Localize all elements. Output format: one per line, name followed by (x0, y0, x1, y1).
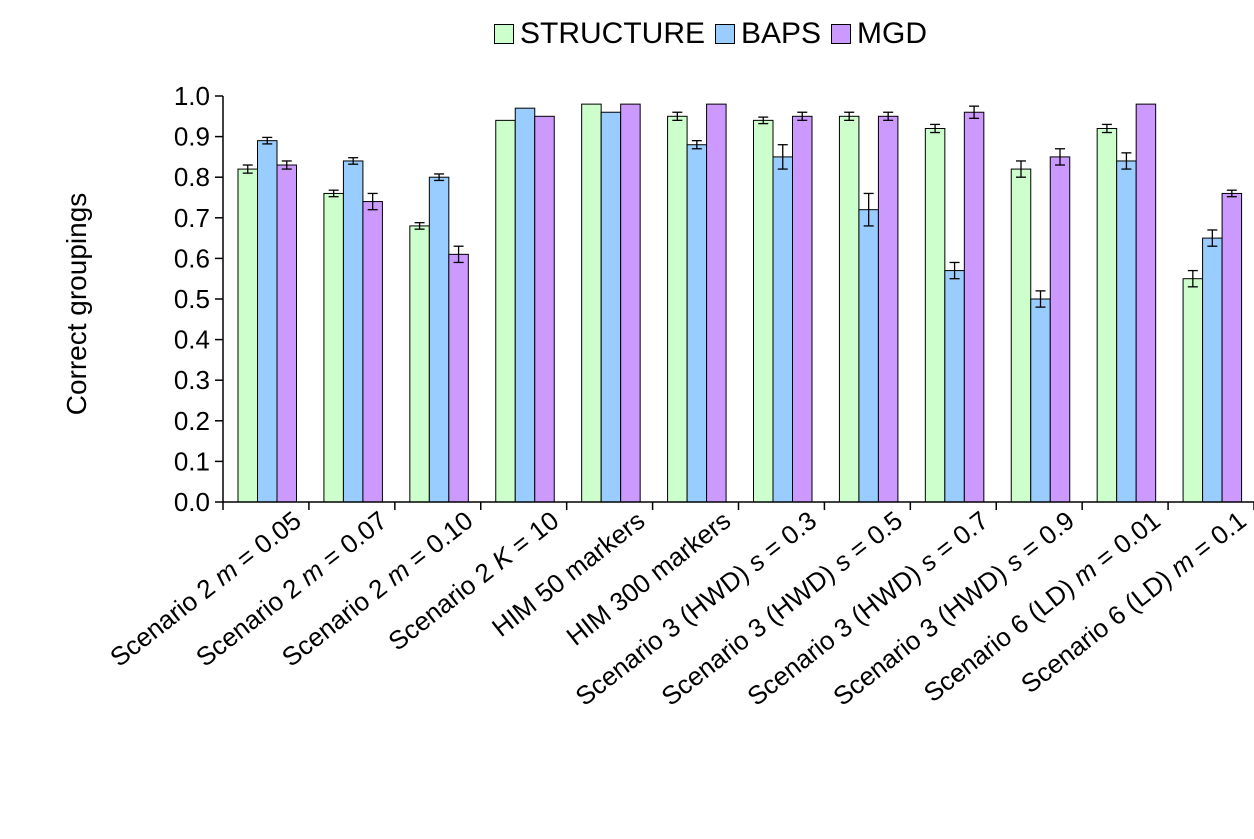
legend-item-mgd: MGD (831, 17, 927, 51)
y-tick-label: 0.3 (174, 365, 210, 395)
bars-layer (237, 103, 1243, 503)
bar-mgd (706, 103, 727, 503)
bar-baps (686, 144, 708, 503)
y-axis-ticks: 0.0 0.1 0.2 0.3 0.4 0.5 0.6 0.7 0.8 0.9 1.0 (174, 81, 223, 517)
legend-label-baps: BAPS (741, 17, 822, 50)
bar-mgd (963, 111, 985, 503)
bar-structure (409, 225, 430, 503)
y-axis-label-group: Correct groupings (61, 193, 92, 416)
bar-mgd (448, 253, 469, 503)
bar-mgd (792, 115, 813, 503)
bar-baps (1030, 298, 1051, 503)
y-tick-label: 0.0 (174, 487, 210, 517)
legend-label-structure: STRUCTURE (520, 17, 705, 50)
y-tick-label: 0.7 (174, 203, 210, 233)
bar-mgd (620, 103, 641, 503)
y-tick-label: 0.1 (174, 446, 210, 476)
y-axis-label: Correct groupings (61, 193, 92, 416)
y-tick-label: 0.2 (174, 406, 210, 436)
bar-structure (753, 119, 774, 503)
bar-mgd (276, 164, 297, 503)
bar-structure (667, 115, 688, 503)
legend-item-baps: BAPS (715, 17, 821, 51)
bar-structure (323, 192, 344, 503)
bar-structure (1182, 278, 1204, 503)
y-tick-label: 0.9 (174, 122, 210, 152)
y-tick-label: 0.6 (174, 243, 210, 273)
bar-mgd (362, 201, 383, 503)
legend-label-mgd: MGD (857, 17, 928, 50)
y-tick-label: 0.4 (174, 325, 210, 355)
bar-mgd (877, 115, 899, 503)
bar-baps (514, 107, 536, 503)
bar-baps (858, 209, 879, 503)
bar-baps (600, 111, 622, 503)
bar-structure (1096, 127, 1118, 503)
bar-structure (924, 127, 946, 503)
bar-structure (495, 119, 516, 503)
bar-baps (944, 270, 965, 503)
legend-swatch-mgd (831, 24, 852, 44)
bar-baps (342, 160, 364, 503)
legend: STRUCTURE BAPS MGD (494, 14, 927, 54)
y-tick-label: 1.0 (174, 81, 210, 111)
bar-baps (1202, 237, 1223, 503)
bar-mgd (534, 115, 555, 503)
bar-mgd (1049, 156, 1071, 503)
y-tick-label: 0.8 (174, 162, 210, 192)
legend-item-structure: STRUCTURE (494, 17, 705, 51)
bar-mgd (1221, 192, 1243, 503)
legend-swatch-baps (715, 24, 735, 44)
bar-structure (581, 103, 602, 503)
bar-baps (772, 156, 793, 503)
bar-structure (838, 115, 860, 503)
bar-baps (1116, 160, 1137, 503)
y-tick-label: 0.5 (174, 284, 210, 314)
bar-baps (428, 176, 450, 503)
bar-structure (1010, 168, 1032, 503)
bar-structure (237, 168, 258, 503)
legend-swatch-structure (494, 24, 514, 44)
bar-mgd (1135, 103, 1157, 503)
bar-baps (257, 140, 278, 503)
